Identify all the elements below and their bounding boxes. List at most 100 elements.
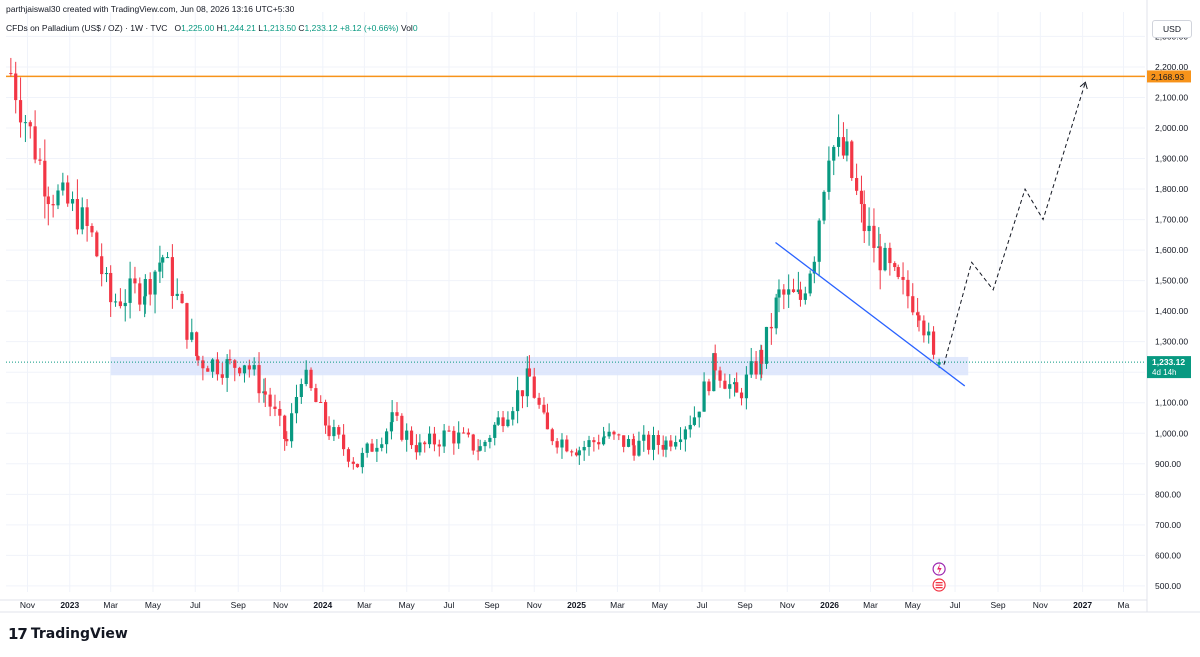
candle-body — [414, 445, 419, 453]
countdown-label: 4d 14h — [1152, 368, 1176, 377]
candle-body — [836, 137, 841, 147]
candle-body — [777, 289, 781, 298]
y-tick-label: 1,700.00 — [1155, 215, 1188, 225]
candle-body — [23, 122, 28, 124]
candle-body — [537, 397, 541, 405]
candle-body — [294, 396, 299, 414]
candle-body — [442, 430, 446, 447]
candle-body — [542, 404, 546, 413]
candle-body — [9, 73, 13, 75]
candle-body — [290, 413, 294, 442]
candle-body — [457, 432, 461, 444]
candle-body — [669, 440, 673, 447]
candle-body — [916, 312, 920, 316]
current-price-label: 1,233.12 — [1152, 357, 1185, 367]
candle-body — [888, 247, 892, 264]
candle-body — [574, 452, 579, 456]
candle-body — [516, 390, 520, 412]
candle-body — [808, 273, 812, 294]
candle-body — [845, 141, 849, 156]
candle-body — [626, 438, 631, 447]
candle-body — [201, 360, 205, 369]
symbol-legend: CFDs on Palladium (US$ / OZ) · 1W · TVC … — [6, 23, 418, 33]
x-tick-label: Nov — [780, 600, 796, 610]
change-value: +8.12 (+0.66%) — [340, 23, 399, 33]
candle-body — [43, 160, 47, 197]
candle-body — [80, 207, 84, 230]
candle-body — [872, 225, 876, 248]
candle-body — [893, 263, 897, 268]
open-value: 1,225.00 — [181, 23, 215, 33]
x-tick-label: Mar — [103, 600, 118, 610]
candle-body — [471, 434, 475, 451]
candle-body — [827, 160, 831, 192]
candle-body — [337, 427, 341, 435]
candle-body — [346, 449, 351, 462]
x-tick-label: Jul — [444, 600, 455, 610]
x-tick-label: May — [145, 600, 162, 610]
x-tick-label: Nov — [20, 600, 36, 610]
candle-body — [483, 441, 487, 447]
y-tick-label: 900.00 — [1155, 459, 1181, 469]
lightning-glyph-icon — [937, 563, 942, 575]
candle-body — [769, 326, 773, 329]
y-tick-label: 2,200.00 — [1155, 62, 1188, 72]
x-tick-label: Nov — [273, 600, 289, 610]
y-tick-label: 1,100.00 — [1155, 398, 1188, 408]
volume-label: Vol — [401, 23, 413, 33]
x-tick-label: Sep — [990, 600, 1005, 610]
candle-body — [713, 353, 717, 371]
candle-body — [760, 349, 764, 364]
candle-body — [744, 374, 748, 399]
candle-body — [405, 430, 409, 440]
candle-body — [400, 415, 404, 440]
y-tick-label: 1,300.00 — [1155, 337, 1188, 347]
y-tick-label: 2,100.00 — [1155, 92, 1188, 102]
candle-body — [622, 435, 626, 447]
candle-body — [28, 122, 32, 127]
flag-stripe-icon — [935, 582, 943, 584]
candle-body — [18, 100, 23, 123]
resistance-price-tag — [1147, 70, 1191, 83]
x-tick-label: Nov — [527, 600, 543, 610]
high-value: 1,244.21 — [222, 23, 256, 33]
candle-body — [196, 356, 200, 361]
candle-body — [33, 126, 37, 160]
candle-body — [601, 437, 606, 445]
candle-body — [252, 365, 256, 370]
candle-body — [309, 369, 313, 389]
x-tick-label: Sep — [231, 600, 246, 610]
candle-body — [351, 461, 355, 464]
candle-body — [268, 394, 272, 407]
candle-body — [754, 361, 758, 375]
candle-body — [360, 452, 364, 468]
candle-body — [148, 279, 152, 295]
candle-body — [906, 279, 910, 297]
candle-body — [560, 439, 564, 448]
candle-body — [478, 446, 482, 451]
flag-stripe-icon — [935, 584, 943, 586]
current-price-tag — [1147, 356, 1191, 379]
candle-body — [273, 406, 277, 409]
candle-body — [304, 369, 308, 385]
candle-body — [911, 296, 915, 313]
candle-body — [323, 402, 328, 426]
currency-selector[interactable]: USD — [1152, 20, 1192, 38]
tradingview-logo[interactable]: 17 TradingView — [8, 624, 128, 644]
candle-body — [215, 359, 220, 375]
y-tick-label: 600.00 — [1155, 550, 1181, 560]
candle-body — [656, 434, 660, 445]
candle-body — [922, 320, 926, 336]
candle-body — [476, 450, 480, 452]
candle-body — [525, 368, 529, 397]
candle-body — [70, 199, 75, 204]
candle-body — [375, 447, 379, 452]
candle-body — [796, 289, 800, 293]
x-tick-label: 2027 — [1073, 600, 1092, 610]
candle-body — [764, 326, 769, 364]
high-label: H — [216, 23, 223, 33]
candle-body — [664, 440, 668, 450]
candle-body — [461, 432, 466, 434]
